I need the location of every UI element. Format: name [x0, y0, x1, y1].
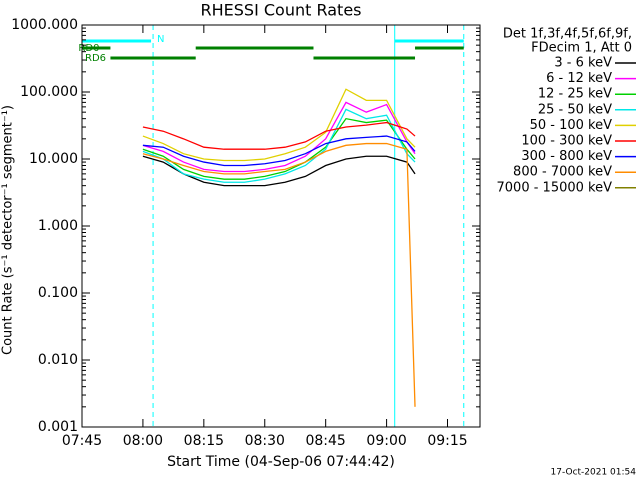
y-tick-label: 100.000: [20, 84, 78, 100]
series-line: [142, 121, 416, 150]
x-tick-label: 09:00: [366, 433, 406, 449]
y-tick-label: 1000.000: [11, 17, 78, 33]
legend-label: 100 - 300 keV: [521, 134, 612, 149]
legend-label: 800 - 7000 keV: [513, 165, 612, 180]
x-tick-label: 08:45: [305, 433, 345, 449]
series-line: [142, 108, 416, 183]
legend-title: Det 1f,3f,4f,5f,6f,9f,: [503, 27, 632, 42]
legend-label: 3 - 6 keV: [554, 56, 612, 71]
legend-label: 7000 - 15000 keV: [497, 180, 613, 195]
flag-label: RD6: [85, 53, 106, 64]
legend-label: 12 - 25 keV: [538, 87, 612, 102]
series-line: [142, 88, 416, 162]
legend-label: 300 - 800 keV: [521, 149, 612, 164]
y-tick-label: 10.000: [29, 151, 78, 167]
legend-label: 6 - 12 keV: [546, 71, 612, 86]
x-tick-label: 08:00: [123, 433, 163, 449]
chart-title: RHESSI Count Rates: [201, 1, 362, 20]
series-line: [142, 155, 416, 187]
flag-label: N: [157, 34, 164, 45]
y-tick-label: 0.001: [38, 419, 78, 435]
series-line: [142, 142, 416, 407]
x-axis-label: Start Time (04-Sep-06 07:44:42): [167, 454, 395, 470]
y-tick-label: 0.010: [38, 352, 78, 368]
legend-title: FDecim 1, Att 0: [531, 41, 632, 56]
series-line: [142, 117, 416, 180]
x-tick-label: 08:30: [245, 433, 285, 449]
y-tick-label: 1.000: [38, 218, 78, 234]
x-tick-label: 07:45: [62, 433, 102, 449]
y-axis-label: Count Rate (s⁻¹ detector⁻¹ segment⁻¹): [1, 105, 16, 355]
flag-label: RD0: [78, 43, 99, 54]
x-tick-label: 09:15: [427, 433, 467, 449]
footer: 17-Oct-2021 01:54: [551, 468, 637, 478]
series-line: [142, 101, 416, 173]
y-tick-label: 0.100: [38, 285, 78, 301]
x-tick-label: 08:15: [184, 433, 224, 449]
series-line: [142, 135, 416, 167]
legend-label: 50 - 100 keV: [530, 118, 613, 133]
legend-label: 25 - 50 keV: [538, 102, 612, 117]
